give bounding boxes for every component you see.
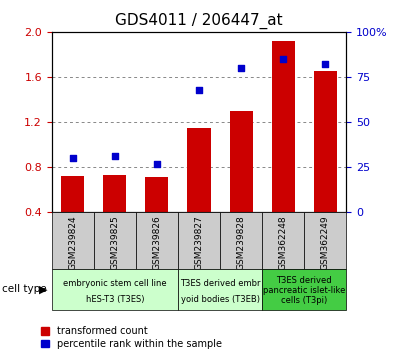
Text: cells (T3pi): cells (T3pi) <box>281 296 327 305</box>
Title: GDS4011 / 206447_at: GDS4011 / 206447_at <box>115 13 283 29</box>
Text: ▶: ▶ <box>39 284 47 295</box>
Point <box>238 65 244 71</box>
Text: pancreatic islet-like: pancreatic islet-like <box>263 286 345 295</box>
Text: cell type: cell type <box>2 284 47 295</box>
Bar <box>61 176 84 212</box>
Text: GSM239827: GSM239827 <box>195 215 203 270</box>
Bar <box>230 111 253 212</box>
Legend: transformed count, percentile rank within the sample: transformed count, percentile rank withi… <box>41 326 222 349</box>
Point <box>196 87 202 92</box>
Bar <box>262 269 346 310</box>
Bar <box>136 212 178 269</box>
Text: T3ES derived: T3ES derived <box>276 276 332 285</box>
Bar <box>178 269 262 310</box>
Bar <box>304 212 346 269</box>
Text: GSM239828: GSM239828 <box>236 215 246 270</box>
Bar <box>52 269 178 310</box>
Text: GSM362248: GSM362248 <box>279 215 288 270</box>
Text: embryonic stem cell line: embryonic stem cell line <box>63 279 167 288</box>
Bar <box>220 212 262 269</box>
Bar <box>103 175 127 212</box>
Point <box>112 154 118 159</box>
Bar <box>94 212 136 269</box>
Point <box>280 56 286 62</box>
Text: yoid bodies (T3EB): yoid bodies (T3EB) <box>181 295 259 304</box>
Bar <box>314 72 337 212</box>
Bar <box>145 177 168 212</box>
Text: GSM239825: GSM239825 <box>110 215 119 270</box>
Bar <box>271 41 295 212</box>
Text: hES-T3 (T3ES): hES-T3 (T3ES) <box>86 295 144 304</box>
Text: GSM362249: GSM362249 <box>321 215 330 270</box>
Point <box>154 161 160 166</box>
Point <box>70 155 76 161</box>
Bar <box>52 212 94 269</box>
Bar <box>262 212 304 269</box>
Text: GSM239826: GSM239826 <box>152 215 162 270</box>
Text: T3ES derived embr: T3ES derived embr <box>180 279 260 288</box>
Point <box>322 62 328 67</box>
Text: GSM239824: GSM239824 <box>68 215 77 270</box>
Bar <box>187 128 211 212</box>
Bar <box>178 212 220 269</box>
